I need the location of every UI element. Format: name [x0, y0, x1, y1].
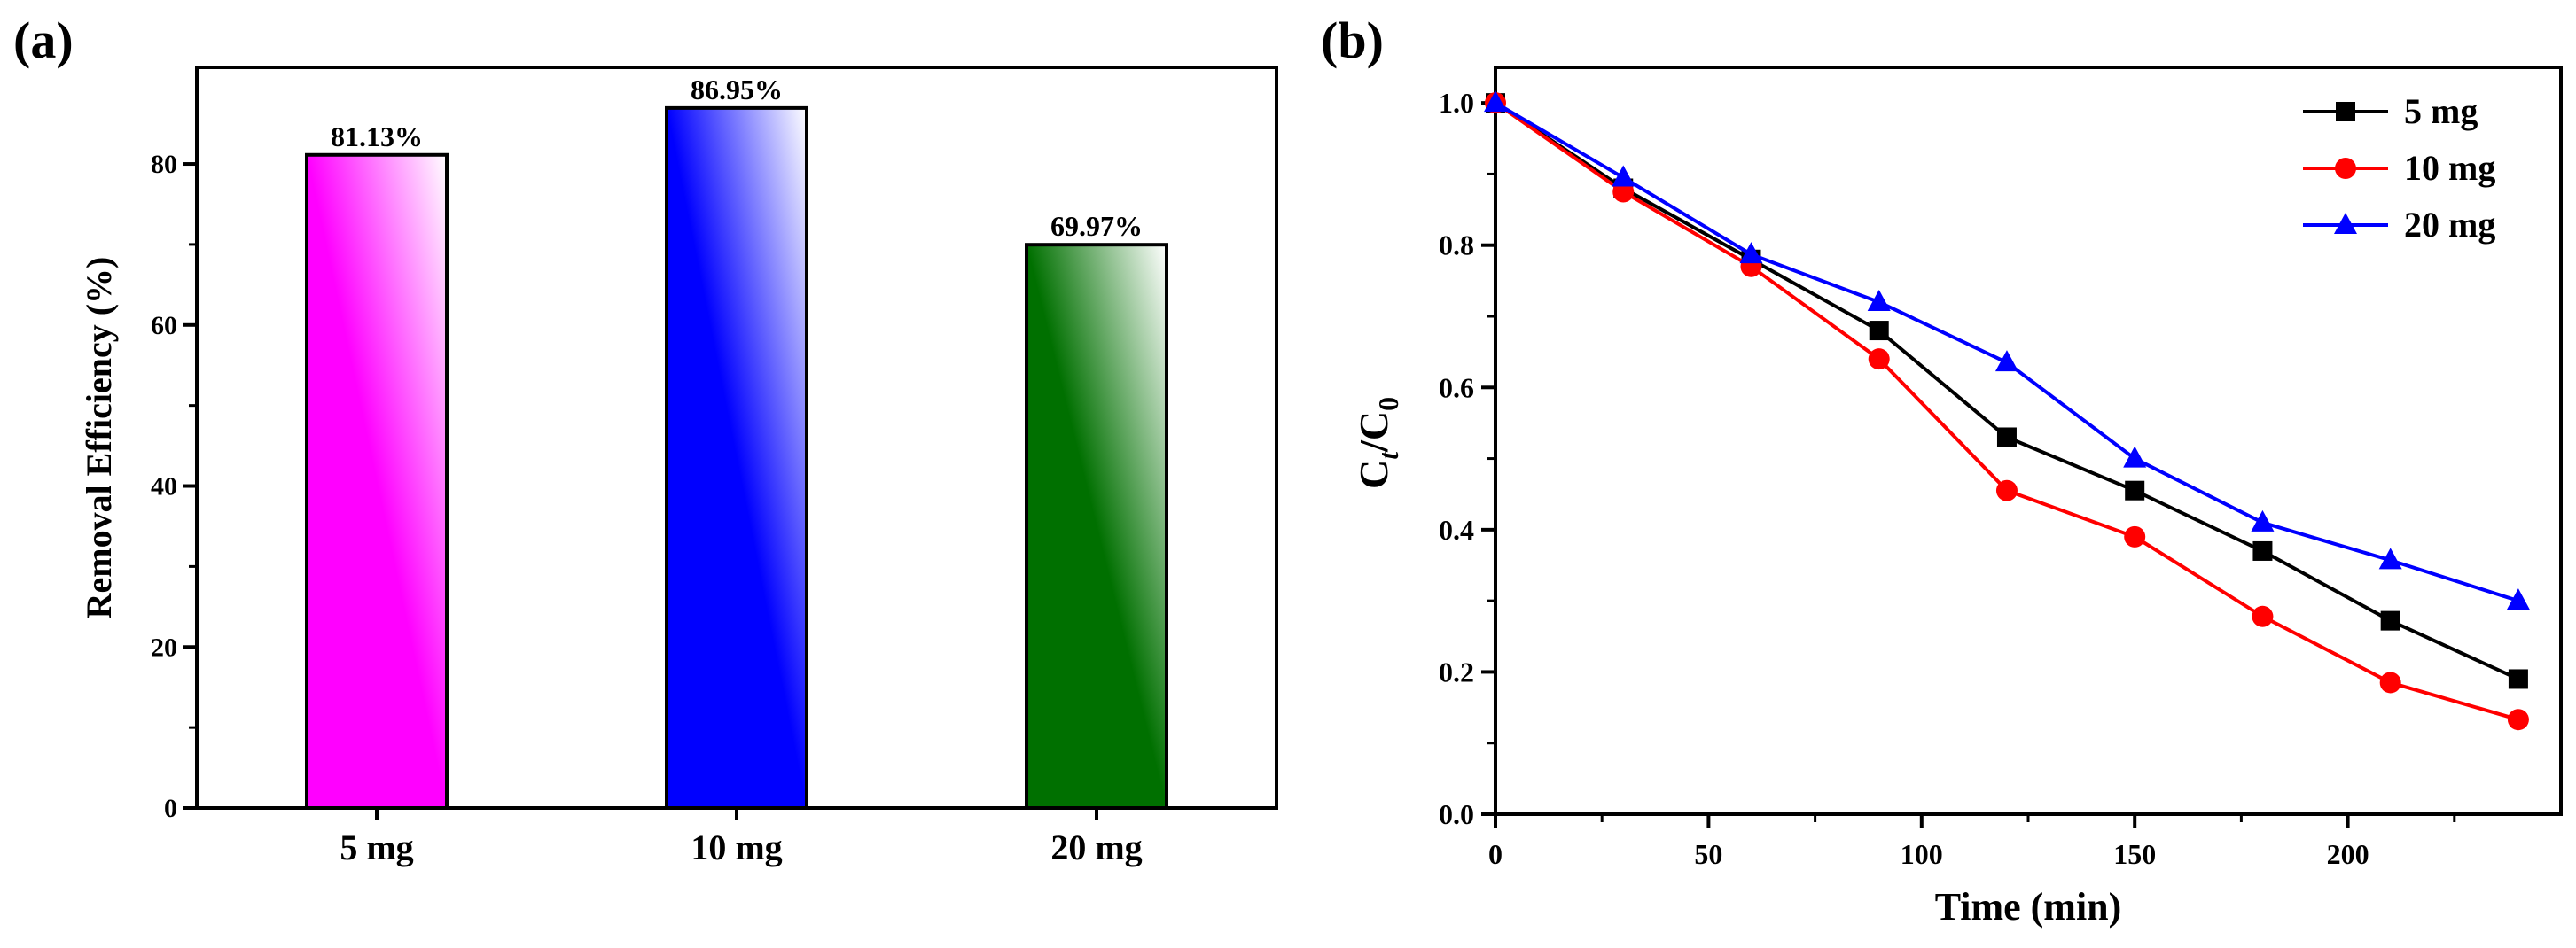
y-axis-ticks-b: 0.0 0.2 0.4 0.6 0.8 1.0 [1439, 87, 1495, 830]
bar-value-label: 69.97% [1050, 210, 1143, 242]
x-axis-ticks-b: 0 50 100 150 200 [1488, 814, 2456, 870]
legend-marker [2334, 213, 2357, 234]
series-line-5-mg [1494, 101, 2519, 681]
x-tick-label-b: 200 [2327, 838, 2369, 870]
x-tick-label-b: 50 [1694, 838, 1722, 870]
x-category-label: 10 mg [691, 828, 782, 867]
legend-label: 5 mg [2404, 91, 2478, 131]
y-tick-label-b: 0.8 [1439, 229, 1474, 261]
y-tick-label-a: 60 [151, 311, 177, 340]
y-tick-label-a: 20 [151, 633, 177, 662]
data-point-20-mg [1867, 289, 1891, 311]
data-point-20-mg [2123, 446, 2147, 468]
data-point-20-mg [1484, 90, 1507, 113]
x-category-label: 20 mg [1050, 828, 1142, 867]
y-tick-label-b: 0.4 [1439, 514, 1474, 546]
legend-label: 20 mg [2404, 205, 2495, 245]
data-point-10-mg [2124, 525, 2146, 548]
y-label-c0: /C [1351, 411, 1396, 453]
x-tick-label-b: 150 [2113, 838, 2156, 870]
bars: 81.13% 86.95% 69.97% [305, 74, 1168, 811]
panel-label-b: (b) [1321, 12, 1384, 69]
y-tick-label-b: 0.6 [1439, 371, 1474, 403]
bar-10-mg [665, 105, 808, 810]
data-point-10-mg [1995, 479, 2018, 501]
y-label-sub-0: 0 [1372, 397, 1404, 411]
data-point-5-mg [2508, 669, 2528, 689]
series-5-mg [1486, 93, 2528, 689]
line-chart-panel: (b) 0.0 0.2 0.4 0.6 0.8 1.0 0 50 100 150 200 5 mg… [1321, 12, 2563, 929]
legend: 5 mg 10 mg 20 mg [2303, 91, 2495, 245]
data-point-20-mg [2251, 509, 2275, 532]
y-label-sub-t: t [1372, 451, 1404, 460]
y-axis-ticks-a: 0 20 40 60 80 [151, 150, 197, 823]
legend-marker [2335, 158, 2356, 179]
data-point-20-mg [1612, 165, 1635, 187]
y-tick-label-b: 0.0 [1439, 798, 1474, 830]
y-tick-label-b: 1.0 [1439, 87, 1474, 119]
y-tick-label-a: 40 [151, 472, 177, 501]
series-10-mg [1485, 92, 2529, 731]
legend-label: 10 mg [2404, 148, 2495, 188]
x-category-label: 5 mg [340, 828, 413, 867]
y-tick-label-b: 0.2 [1439, 656, 1474, 688]
data-point-10-mg [2252, 605, 2274, 627]
bar-value-label: 81.13% [331, 120, 423, 152]
y-axis-label-a: Removal Efficiency (%) [79, 257, 119, 619]
data-point-10-mg [2507, 709, 2529, 731]
y-tick-label-a: 80 [151, 150, 177, 179]
data-point-10-mg [1868, 348, 1890, 370]
legend-item-5-mg: 5 mg [2303, 91, 2478, 131]
y-axis-label-b: Ct/C0 [1351, 397, 1404, 489]
data-point-5-mg [1869, 321, 1889, 341]
y-tick-label-a: 0 [164, 794, 177, 823]
data-point-10-mg [2379, 672, 2401, 694]
data-point-5-mg [2125, 480, 2145, 501]
series-line-10-mg [1494, 101, 2519, 722]
data-point-5-mg [1996, 427, 2017, 447]
data-point-20-mg [1994, 350, 2018, 372]
plot-frame-b [1494, 66, 2563, 816]
x-tick-label-b: 0 [1488, 838, 1503, 870]
data-point-5-mg [2252, 540, 2273, 561]
data-point-20-mg [2506, 588, 2530, 610]
x-tick-label-b: 100 [1901, 838, 1943, 870]
series-20-mg [1484, 90, 2530, 610]
x-axis-ticks-a: 5 mg 10 mg 20 mg [340, 808, 1143, 867]
series-group [1484, 90, 2530, 731]
bar-chart-panel: (a) 0 20 40 60 80 81.13% 86.95% 69.97% 5 mg 10 … [13, 12, 1278, 867]
legend-marker [2336, 102, 2355, 121]
legend-item-20-mg: 20 mg [2303, 205, 2495, 245]
data-point-10-mg [1612, 181, 1635, 203]
bar-value-label: 86.95% [691, 74, 783, 105]
bar-5-mg [305, 152, 449, 811]
y-label-c: C [1351, 460, 1396, 489]
x-axis-label-b: Time (min) [1935, 885, 2122, 929]
data-point-20-mg [2378, 548, 2402, 570]
bar-20-mg [1025, 243, 1168, 810]
panel-label-a: (a) [13, 12, 74, 69]
data-point-20-mg [1739, 242, 1763, 264]
legend-item-10-mg: 10 mg [2303, 148, 2495, 188]
data-point-5-mg [2380, 610, 2400, 631]
